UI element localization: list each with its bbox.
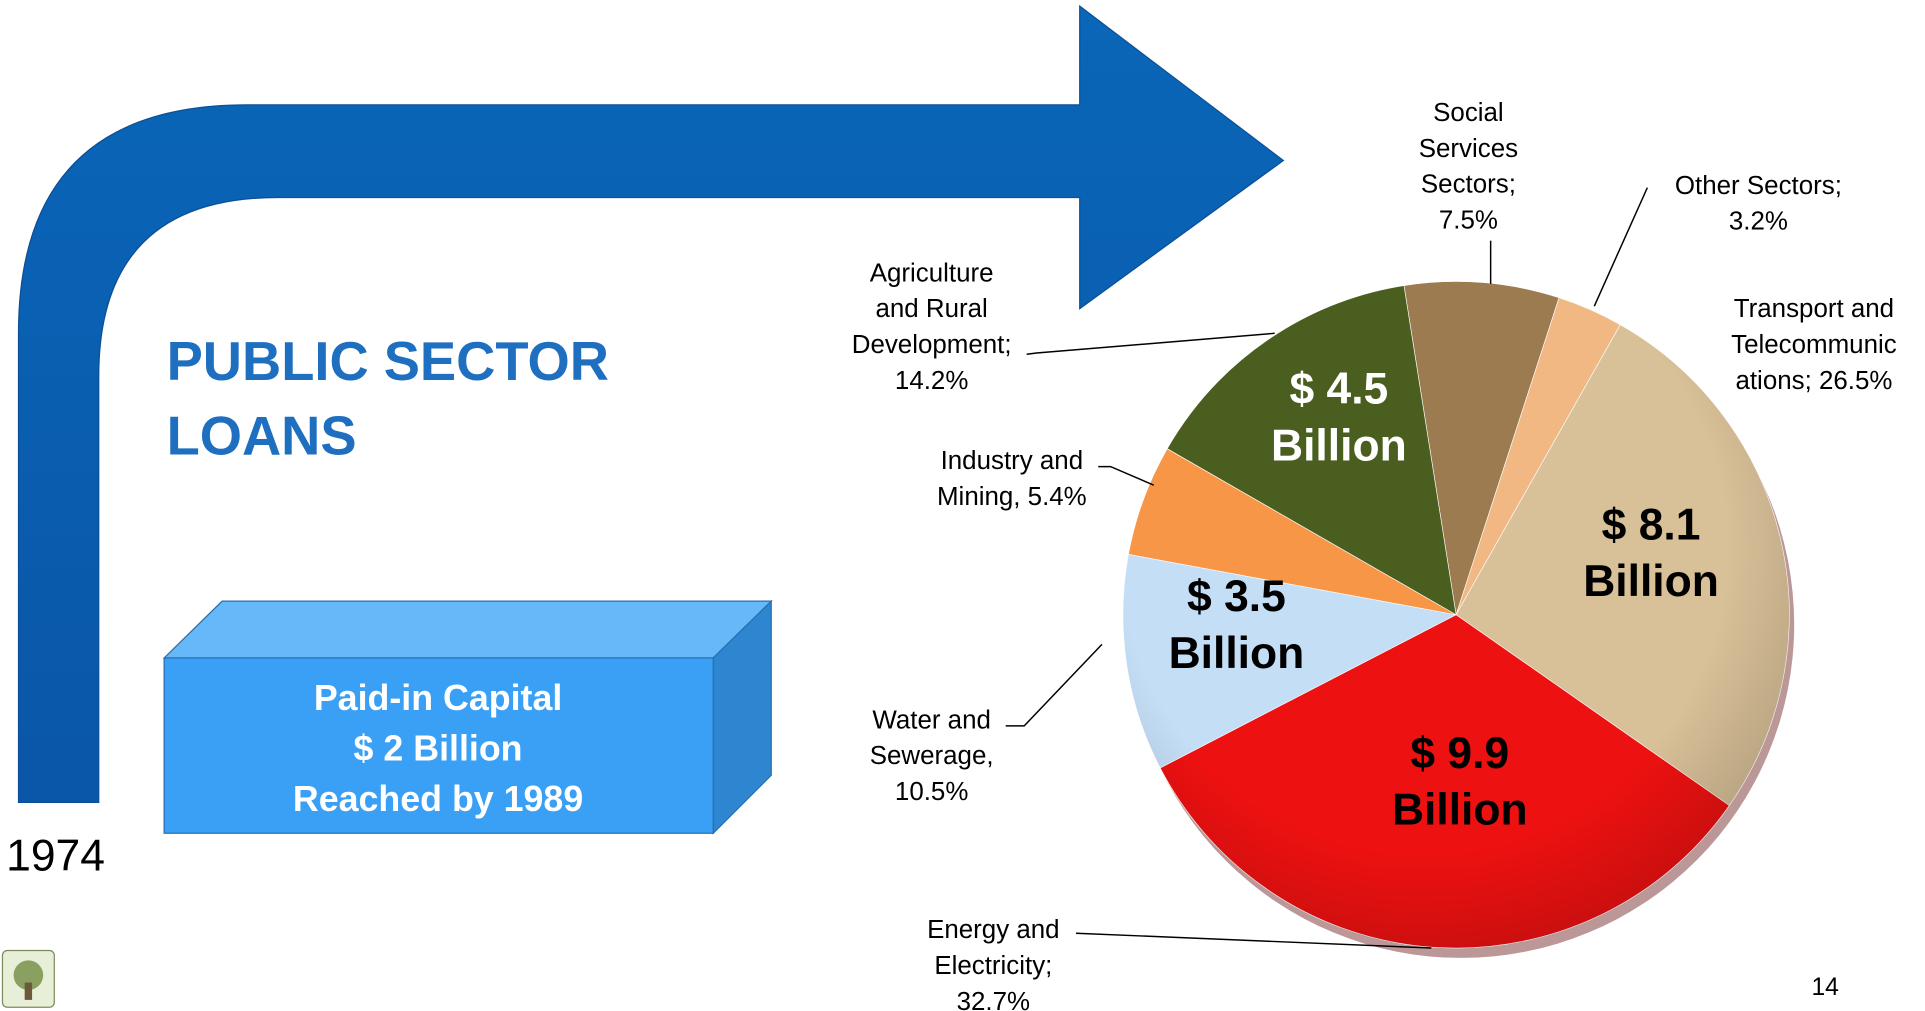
- slice-label: and Rural: [875, 295, 987, 323]
- box-top: [162, 600, 773, 659]
- slice-annotation: Billion: [1392, 786, 1528, 835]
- slice-label: 32.7%: [957, 988, 1030, 1011]
- title: PUBLIC SECTOR: [167, 331, 609, 392]
- slice-label: Electricity;: [934, 952, 1052, 980]
- box-text: Reached by 1989: [293, 779, 583, 819]
- title: LOANS: [167, 405, 357, 466]
- slice-label: ations; 26.5%: [1735, 367, 1892, 395]
- slice-annotation: Billion: [1169, 629, 1305, 678]
- slice-label: Transport and: [1734, 295, 1894, 323]
- slice-label: Sectors;: [1421, 171, 1516, 199]
- leader-line: [1593, 187, 1649, 307]
- slice-label: 10.5%: [895, 778, 968, 806]
- slice-label: 7.5%: [1439, 206, 1498, 234]
- slice-label: 14.2%: [895, 367, 968, 395]
- slice-label: 3.2%: [1729, 208, 1788, 236]
- leader-line: [1098, 465, 1155, 486]
- pie-shading: [1122, 281, 1790, 949]
- slice-label: Industry and: [941, 447, 1084, 475]
- slice-annotation: $ 9.9: [1410, 729, 1509, 778]
- slice-annotation: Billion: [1583, 557, 1719, 606]
- slice-annotation: $ 4.5: [1289, 365, 1388, 414]
- slice-label: Other Sectors;: [1675, 172, 1842, 200]
- slice-label: Telecommunic: [1731, 331, 1897, 359]
- slice-label: Water and: [872, 706, 991, 734]
- curved-arrow: [17, 4, 1285, 803]
- slice-annotation: Billion: [1271, 421, 1407, 470]
- slice-label: Sewerage,: [870, 742, 994, 770]
- start-year: 1974: [6, 831, 105, 880]
- leader-line: [1026, 332, 1275, 356]
- slice-annotation: $ 8.1: [1602, 500, 1701, 549]
- slice-annotation: $ 3.5: [1187, 572, 1286, 621]
- slice-label: Energy and: [927, 916, 1059, 944]
- slice-label: Social: [1433, 99, 1504, 127]
- page-number: 14: [1811, 974, 1838, 1001]
- leader-line: [1075, 932, 1432, 949]
- logo: [1, 949, 55, 1008]
- slice-label: Mining, 5.4%: [937, 483, 1087, 511]
- slice-label: Development;: [852, 331, 1012, 359]
- slice-label: Services: [1419, 135, 1518, 163]
- box-text: Paid-in Capital: [314, 678, 562, 718]
- leader-line: [1005, 643, 1103, 727]
- slice-label: Agriculture: [870, 259, 994, 287]
- box-front: [163, 657, 714, 834]
- box-text: $ 2 Billion: [354, 728, 523, 768]
